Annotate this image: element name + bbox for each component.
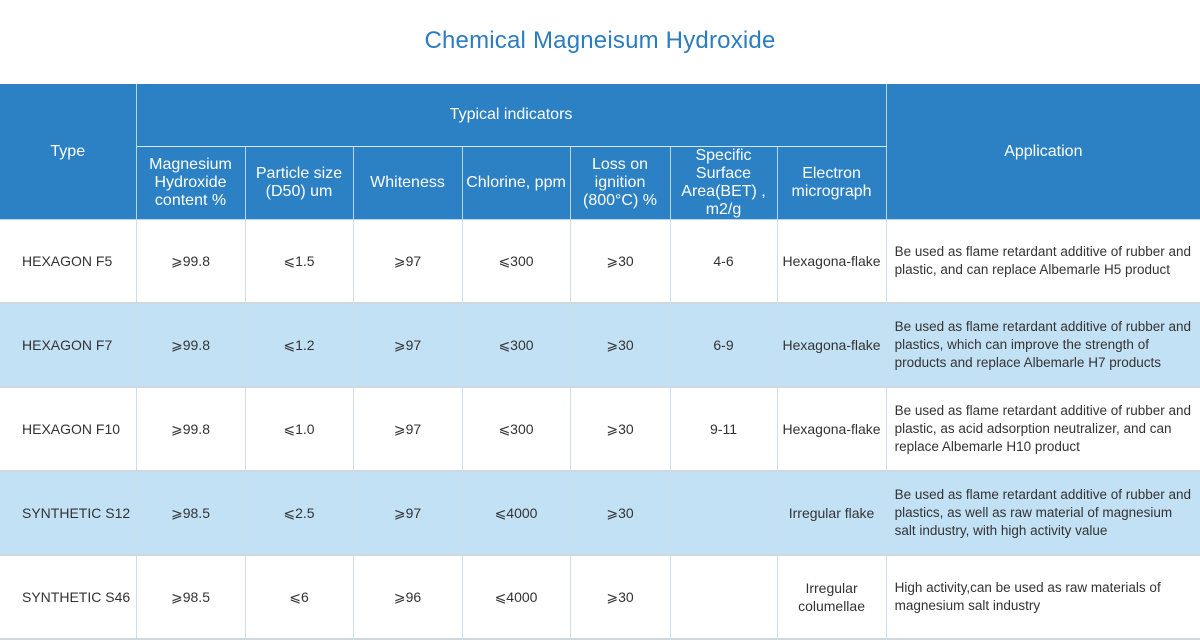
cell-whiteness: ⩾97 <box>353 387 463 472</box>
cell-loss-on-ignition: ⩾30 <box>570 303 671 388</box>
cell-loss-on-ignition: ⩾30 <box>570 555 671 640</box>
cell-application: Be used as flame retardant additive of r… <box>886 387 1200 472</box>
table-row: SYNTHETIC S46 ⩾98.5 ⩽6 ⩾96 ⩽4000 ⩾30 Irr… <box>0 555 1200 640</box>
cell-surface-area <box>670 471 778 556</box>
cell-chlorine: ⩽300 <box>462 303 571 388</box>
header-loss-on-ignition: Loss on ignition (800°C) % <box>570 146 671 220</box>
cell-particle-size: ⩽1.5 <box>245 219 354 304</box>
table-row: HEXAGON F10 ⩾99.8 ⩽1.0 ⩾97 ⩽300 ⩾30 9-11… <box>0 387 1200 472</box>
cell-type: HEXAGON F10 <box>0 387 137 472</box>
table-row: HEXAGON F7 ⩾99.8 ⩽1.2 ⩾97 ⩽300 ⩾30 6-9 H… <box>0 303 1200 388</box>
cell-mg-content: ⩾99.8 <box>136 303 246 388</box>
cell-surface-area <box>670 555 778 640</box>
cell-chlorine: ⩽4000 <box>462 471 571 556</box>
cell-loss-on-ignition: ⩾30 <box>570 219 671 304</box>
cell-type: HEXAGON F7 <box>0 303 137 388</box>
cell-application: Be used as flame retardant additive of r… <box>886 303 1200 388</box>
cell-surface-area: 6-9 <box>670 303 778 388</box>
cell-application: High activity,can be used as raw materia… <box>886 555 1200 640</box>
page-title: Chemical Magneisum Hydroxide <box>424 27 776 54</box>
cell-particle-size: ⩽1.2 <box>245 303 354 388</box>
cell-micrograph: Irregular flake <box>777 471 887 556</box>
cell-micrograph: Hexagona-flake <box>777 303 887 388</box>
cell-micrograph: Irregular columellae <box>777 555 887 640</box>
cell-particle-size: ⩽1.0 <box>245 387 354 472</box>
cell-type: HEXAGON F5 <box>0 219 137 304</box>
cell-chlorine: ⩽300 <box>462 387 571 472</box>
cell-mg-content: ⩾99.8 <box>136 219 246 304</box>
cell-micrograph: Hexagona-flake <box>777 219 887 304</box>
header-mg-content: Magnesium Hydroxide content % <box>136 146 246 220</box>
cell-surface-area: 4-6 <box>670 219 778 304</box>
cell-mg-content: ⩾99.8 <box>136 387 246 472</box>
cell-application: Be used as flame retardant additive of r… <box>886 471 1200 556</box>
cell-chlorine: ⩽300 <box>462 219 571 304</box>
header-surface-area: Specific Surface Area(BET) , m2/g <box>670 146 778 220</box>
cell-particle-size: ⩽2.5 <box>245 471 354 556</box>
table-row: HEXAGON F5 ⩾99.8 ⩽1.5 ⩾97 ⩽300 ⩾30 4-6 H… <box>0 219 1200 304</box>
cell-mg-content: ⩾98.5 <box>136 471 246 556</box>
cell-whiteness: ⩾97 <box>353 219 463 304</box>
cell-whiteness: ⩾97 <box>353 303 463 388</box>
header-typical-indicators: Typical indicators <box>136 84 887 147</box>
header-type: Type <box>0 84 137 220</box>
cell-surface-area: 9-11 <box>670 387 778 472</box>
cell-micrograph: Hexagona-flake <box>777 387 887 472</box>
cell-loss-on-ignition: ⩾30 <box>570 387 671 472</box>
spec-table: Type Typical indicators Application Magn… <box>0 84 1200 640</box>
header-particle-size: Particle size (D50) um <box>245 146 354 220</box>
cell-particle-size: ⩽6 <box>245 555 354 640</box>
cell-whiteness: ⩾96 <box>353 555 463 640</box>
cell-type: SYNTHETIC S46 <box>0 555 137 640</box>
cell-chlorine: ⩽4000 <box>462 555 571 640</box>
cell-application: Be used as flame retardant additive of r… <box>886 219 1200 304</box>
header-whiteness: Whiteness <box>353 146 463 220</box>
cell-mg-content: ⩾98.5 <box>136 555 246 640</box>
cell-whiteness: ⩾97 <box>353 471 463 556</box>
table-row: SYNTHETIC S12 ⩾98.5 ⩽2.5 ⩾97 ⩽4000 ⩾30 I… <box>0 471 1200 556</box>
header-micrograph: Electron micrograph <box>777 146 887 220</box>
cell-loss-on-ignition: ⩾30 <box>570 471 671 556</box>
header-application: Application <box>886 84 1200 220</box>
cell-type: SYNTHETIC S12 <box>0 471 137 556</box>
header-chlorine: Chlorine, ppm <box>462 146 571 220</box>
